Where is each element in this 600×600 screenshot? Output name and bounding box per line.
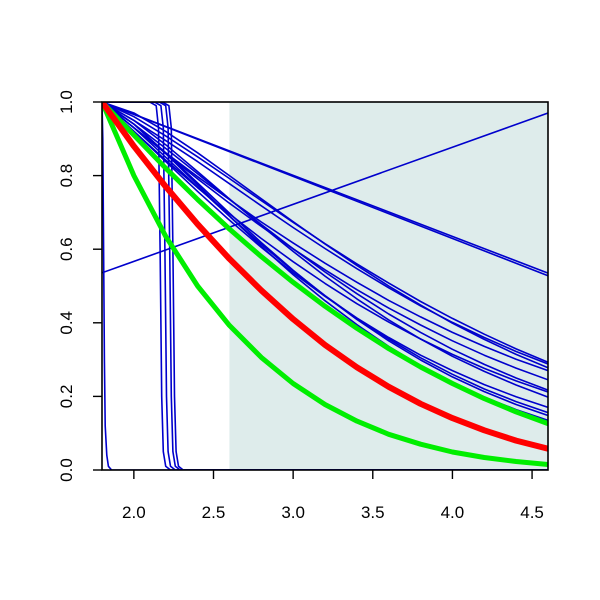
- series-line-9: [102, 102, 548, 393]
- series-line-22: [102, 102, 548, 467]
- x-tick-label: 4.0: [441, 503, 465, 522]
- series-layer: [102, 102, 548, 470]
- y-tick-label: 1.0: [57, 90, 76, 114]
- series-line-20: [102, 102, 548, 470]
- series-line-23: [102, 102, 548, 452]
- y-tick-label: 0.6: [57, 237, 76, 261]
- series-line-11: [102, 102, 548, 398]
- series-line-17: [102, 102, 548, 470]
- y-tick-label: 0.8: [57, 164, 76, 188]
- y-tick-label: 0.0: [57, 458, 76, 482]
- series-line-3: [102, 102, 548, 277]
- x-tick-label: 4.5: [520, 503, 544, 522]
- series-line-1: [102, 112, 548, 274]
- y-axis: 0.0 0.2 0.4 0.6 0.8 1.0: [57, 90, 102, 482]
- x-tick-label: 3.5: [361, 503, 385, 522]
- series-line-21: [102, 102, 548, 427]
- series-line-4: [102, 102, 548, 372]
- series-line-10: [102, 102, 548, 391]
- series-line-18: [102, 102, 548, 470]
- series-line-5: [102, 102, 548, 365]
- series-line-19: [102, 102, 548, 470]
- series-line-8: [102, 102, 548, 369]
- x-tick-label: 2.5: [202, 503, 226, 522]
- x-axis: 2.0 2.5 3.0 3.5 4.0 4.5: [122, 470, 544, 522]
- series-line-16: [102, 102, 548, 470]
- plot-frame: [101, 101, 549, 471]
- x-tick-label: 2.0: [122, 503, 146, 522]
- x-tick-label: 3.0: [281, 503, 305, 522]
- y-tick-label: 0.4: [57, 311, 76, 335]
- y-tick-label: 0.2: [57, 385, 76, 409]
